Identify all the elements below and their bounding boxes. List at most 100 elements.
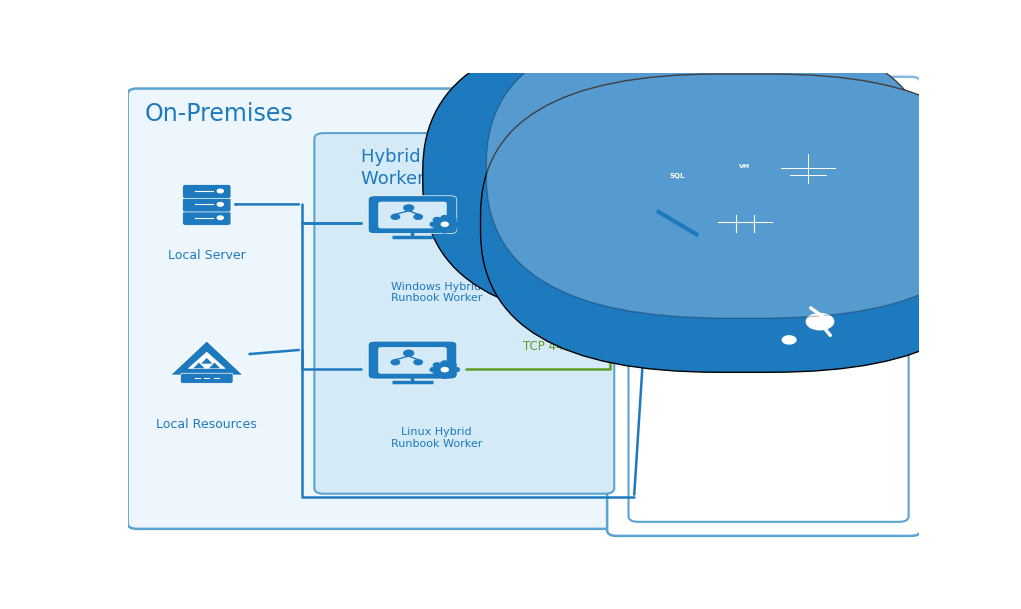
Circle shape <box>781 350 796 359</box>
FancyBboxPatch shape <box>768 232 789 245</box>
Circle shape <box>441 374 448 378</box>
FancyBboxPatch shape <box>790 262 807 271</box>
Text: Windows Hybrid
Runbook Worker: Windows Hybrid Runbook Worker <box>391 282 482 303</box>
Ellipse shape <box>661 180 695 187</box>
FancyBboxPatch shape <box>708 262 723 271</box>
Circle shape <box>684 188 695 195</box>
Circle shape <box>430 367 438 372</box>
Circle shape <box>660 188 671 195</box>
Circle shape <box>436 365 453 375</box>
Circle shape <box>448 372 456 376</box>
Text: VM: VM <box>739 164 750 169</box>
FancyBboxPatch shape <box>724 232 746 245</box>
FancyBboxPatch shape <box>629 297 909 522</box>
Circle shape <box>758 336 773 344</box>
Circle shape <box>436 219 453 229</box>
Text: ...: ... <box>797 209 819 227</box>
FancyBboxPatch shape <box>712 246 733 259</box>
FancyBboxPatch shape <box>314 133 615 494</box>
Circle shape <box>782 336 796 344</box>
Polygon shape <box>189 352 225 368</box>
Circle shape <box>430 222 438 227</box>
Text: Runbooks: Runbooks <box>730 305 784 315</box>
FancyBboxPatch shape <box>710 153 780 186</box>
Text: TCP 443: TCP 443 <box>523 340 571 353</box>
FancyBboxPatch shape <box>755 246 777 259</box>
Circle shape <box>665 186 678 194</box>
Circle shape <box>771 329 808 351</box>
Circle shape <box>804 283 836 303</box>
Circle shape <box>414 360 423 365</box>
Circle shape <box>807 314 834 329</box>
Circle shape <box>441 368 448 371</box>
Ellipse shape <box>661 166 695 173</box>
Circle shape <box>784 300 856 343</box>
FancyBboxPatch shape <box>423 29 932 325</box>
Circle shape <box>217 203 224 206</box>
Circle shape <box>403 205 414 211</box>
FancyBboxPatch shape <box>750 262 767 271</box>
Circle shape <box>756 312 787 331</box>
FancyBboxPatch shape <box>183 185 231 199</box>
Circle shape <box>441 216 448 220</box>
Circle shape <box>828 287 861 306</box>
FancyBboxPatch shape <box>183 211 231 225</box>
Circle shape <box>433 372 441 376</box>
FancyBboxPatch shape <box>629 91 909 292</box>
FancyBboxPatch shape <box>128 88 618 529</box>
Circle shape <box>217 189 224 193</box>
Circle shape <box>448 363 456 367</box>
FancyBboxPatch shape <box>773 150 843 186</box>
Circle shape <box>845 326 878 346</box>
Text: Local Resources: Local Resources <box>156 418 257 431</box>
Text: Azure Resources: Azure Resources <box>648 106 797 124</box>
Circle shape <box>781 321 796 330</box>
Circle shape <box>804 341 836 360</box>
FancyBboxPatch shape <box>481 74 1009 372</box>
Circle shape <box>669 183 686 194</box>
Circle shape <box>798 345 814 354</box>
Text: Azure: Azure <box>623 93 702 121</box>
FancyBboxPatch shape <box>378 202 447 228</box>
Circle shape <box>433 217 441 222</box>
Polygon shape <box>209 362 221 368</box>
Circle shape <box>845 298 878 317</box>
Polygon shape <box>201 358 212 364</box>
FancyBboxPatch shape <box>607 77 921 536</box>
Polygon shape <box>169 340 244 375</box>
FancyBboxPatch shape <box>486 23 1004 318</box>
Text: SQL: SQL <box>670 173 685 179</box>
Circle shape <box>441 228 448 233</box>
Circle shape <box>441 222 448 227</box>
Circle shape <box>448 227 456 231</box>
Circle shape <box>433 227 441 231</box>
Circle shape <box>798 325 814 334</box>
Text: On-Premises: On-Premises <box>145 102 294 126</box>
Polygon shape <box>193 362 204 368</box>
Circle shape <box>433 363 441 367</box>
Circle shape <box>779 337 812 356</box>
FancyBboxPatch shape <box>369 195 456 234</box>
Circle shape <box>448 217 456 222</box>
FancyBboxPatch shape <box>722 262 737 271</box>
Text: Azure
Automation: Azure Automation <box>666 312 779 354</box>
FancyBboxPatch shape <box>776 262 792 271</box>
FancyBboxPatch shape <box>732 262 748 271</box>
Circle shape <box>391 360 399 365</box>
FancyBboxPatch shape <box>746 262 763 271</box>
FancyBboxPatch shape <box>765 262 781 271</box>
Circle shape <box>779 287 812 306</box>
Circle shape <box>765 345 779 354</box>
Circle shape <box>828 337 861 356</box>
Circle shape <box>762 326 794 346</box>
Circle shape <box>391 214 399 219</box>
Circle shape <box>853 312 885 331</box>
Circle shape <box>762 298 794 317</box>
Circle shape <box>403 350 414 356</box>
FancyBboxPatch shape <box>736 246 759 259</box>
FancyBboxPatch shape <box>378 347 447 374</box>
Circle shape <box>452 367 459 372</box>
Circle shape <box>806 336 821 344</box>
Text: Local Server: Local Server <box>167 249 246 262</box>
Circle shape <box>751 229 776 243</box>
